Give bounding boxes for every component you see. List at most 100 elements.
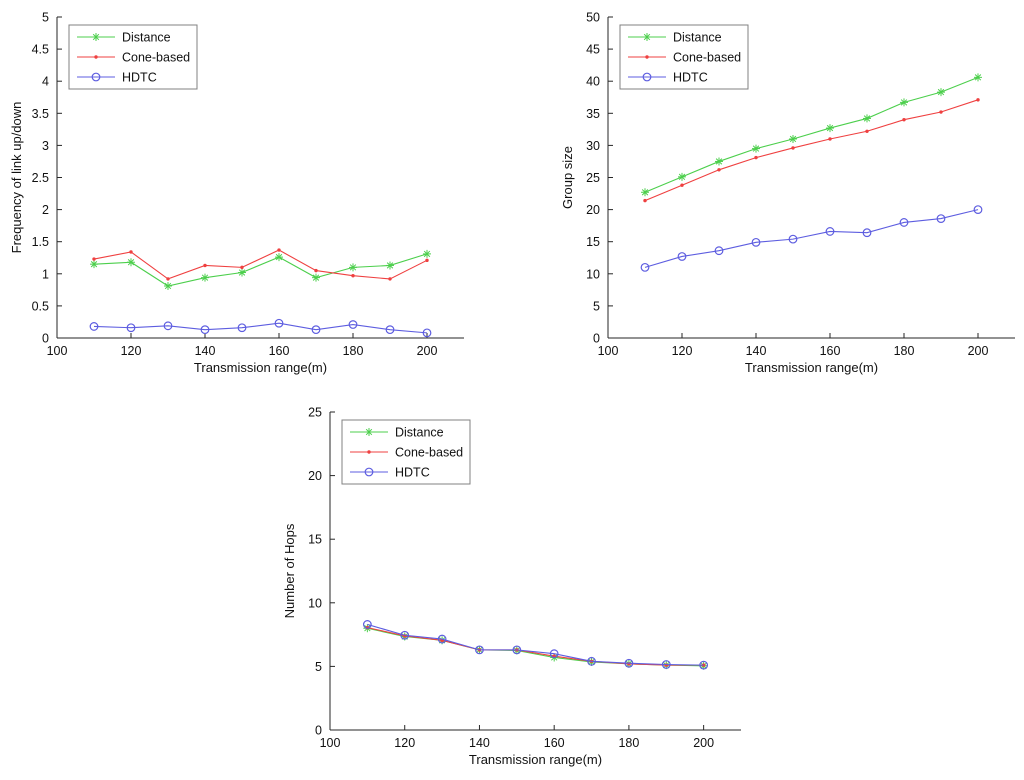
- y-tick-label: 10: [586, 267, 600, 281]
- series-line: [644, 76, 979, 193]
- asterisk-marker: [678, 173, 686, 181]
- asterisk-marker: [127, 259, 135, 266]
- circle-marker: [437, 634, 447, 644]
- asterisk-marker: [900, 99, 908, 106]
- circle-marker: [699, 660, 709, 670]
- legend-label: Distance: [673, 31, 722, 45]
- asterisk-marker: [937, 88, 945, 96]
- circle-marker: [237, 323, 247, 333]
- circle-marker: [549, 649, 559, 659]
- y-tick-label: 0: [42, 332, 49, 346]
- chart-frequency-of-link-up-down: 100 120 140 160 180 200 0 0.5 1 1.5 2 2.5 3 3.5 4 4.5 5 T…: [9, 11, 464, 375]
- series-cone-based: [365, 625, 706, 667]
- asterisk-marker: [643, 33, 651, 41]
- circle-marker: [89, 322, 99, 331]
- circle-marker: [385, 325, 395, 335]
- dot-marker: [388, 277, 392, 281]
- y-tick-label: 30: [586, 139, 600, 153]
- circle-marker: [364, 467, 374, 477]
- series-cone-based: [92, 248, 429, 281]
- dot-marker: [754, 155, 758, 160]
- tick-labels: 100 120 140 160 180 200 0 5 10 15 20 25 30 35 40 45 50: [586, 11, 988, 359]
- y-tick-label: 0: [315, 724, 322, 738]
- y-tick-label: 5: [315, 660, 322, 674]
- x-tick-label: 140: [195, 344, 216, 358]
- circle-marker: [973, 205, 983, 215]
- asterisk-marker: [349, 264, 357, 271]
- x-tick-label: 180: [343, 344, 364, 358]
- y-tick-label: 5: [42, 11, 49, 25]
- asterisk-marker: [715, 158, 723, 165]
- asterisk-marker: [641, 189, 649, 196]
- legend-label: Distance: [122, 31, 171, 45]
- circle-marker: [825, 227, 835, 236]
- dot-marker: [902, 118, 906, 122]
- y-tick-label: 3: [42, 139, 49, 153]
- asterisk-marker: [312, 274, 320, 281]
- y-tick-label: 15: [308, 533, 322, 547]
- series-line: [367, 623, 704, 666]
- y-tick-label: 25: [308, 406, 322, 420]
- dot-marker: [92, 257, 96, 261]
- y-tick-label: 2: [42, 203, 49, 217]
- y-tick-label: 10: [308, 596, 322, 610]
- dot-marker: [865, 129, 869, 133]
- y-tick-label: 4.5: [32, 43, 49, 57]
- axes: [607, 16, 1015, 339]
- series-line: [93, 249, 428, 280]
- series-line: [367, 627, 704, 666]
- circle-marker: [475, 645, 484, 655]
- legend: Distance Cone-based HDTC: [341, 419, 471, 485]
- x-tick-label: 180: [618, 736, 639, 750]
- asterisk-marker: [90, 260, 98, 268]
- x-tick-label: 100: [47, 344, 68, 358]
- circle-marker: [400, 630, 410, 640]
- series-distance: [90, 249, 431, 290]
- x-tick-label: 200: [693, 736, 714, 750]
- dot-marker: [166, 277, 170, 281]
- asterisk-marker: [386, 262, 394, 269]
- y-axis-label: Number of Hops: [282, 523, 297, 618]
- y-tick-label: 15: [586, 235, 600, 249]
- asterisk-marker: [164, 282, 172, 290]
- y-tick-label: 2.5: [32, 171, 49, 185]
- series-hdtc: [640, 205, 983, 272]
- asterisk-marker: [275, 253, 283, 261]
- series-line: [644, 209, 979, 268]
- dot-marker: [203, 263, 207, 268]
- legend-label: HDTC: [673, 71, 708, 85]
- x-tick-label: 120: [394, 736, 415, 750]
- circle-marker: [714, 246, 724, 256]
- series-hdtc: [362, 620, 709, 670]
- axes: [56, 16, 464, 339]
- y-tick-label: 4: [42, 75, 49, 89]
- asterisk-marker: [238, 269, 246, 276]
- asterisk-marker: [92, 33, 100, 41]
- legend-label: HDTC: [122, 71, 157, 85]
- asterisk-marker: [365, 428, 373, 436]
- dot-marker: [351, 274, 355, 278]
- y-tick-label: 1: [42, 267, 49, 281]
- legend-label: Cone-based: [122, 51, 190, 65]
- series-distance: [363, 624, 708, 670]
- circle-marker: [422, 328, 432, 338]
- circle-marker: [788, 234, 798, 244]
- chart-number-of-hops: 100 120 140 160 180 200 0 5 10 15 20 25 Transmission…: [282, 406, 741, 767]
- asterisk-marker: [752, 145, 760, 152]
- circle-marker: [642, 72, 652, 82]
- series-line: [644, 99, 979, 202]
- asterisk-marker: [863, 115, 871, 122]
- dot-marker: [828, 137, 832, 141]
- dot-marker: [367, 450, 371, 454]
- y-tick-label: 3.5: [32, 107, 49, 121]
- circle-marker: [348, 320, 358, 329]
- x-tick-label: 180: [894, 344, 915, 358]
- circle-marker: [862, 228, 872, 238]
- y-tick-label: 20: [308, 469, 322, 483]
- x-tick-label: 120: [672, 344, 693, 358]
- x-tick-label: 200: [417, 344, 438, 358]
- y-tick-label: 0: [593, 332, 600, 346]
- asterisk-marker: [201, 274, 209, 281]
- x-tick-label: 140: [746, 344, 767, 358]
- dot-marker: [680, 183, 684, 187]
